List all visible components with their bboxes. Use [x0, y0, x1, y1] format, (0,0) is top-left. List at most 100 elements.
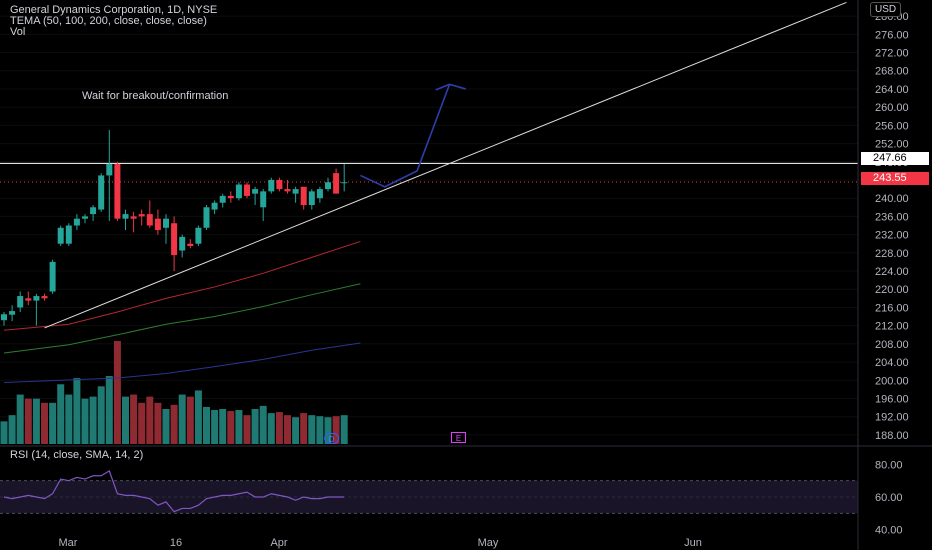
- volume-bar: [340, 415, 348, 444]
- candle-body: [260, 191, 267, 208]
- price-tick-label: 224.00: [875, 266, 909, 278]
- candle-body: [252, 189, 259, 194]
- volume-bar: [65, 394, 73, 444]
- candle-body: [130, 216, 137, 219]
- volume-bar: [251, 408, 259, 444]
- time-tick-label: Apr: [270, 537, 287, 549]
- candle-body: [292, 189, 299, 194]
- candle-body: [1, 314, 7, 321]
- price-tick-label: 272.00: [875, 48, 909, 60]
- volume-bar: [16, 394, 24, 444]
- volume-bar: [41, 402, 48, 444]
- volume-bar: [105, 376, 113, 444]
- volume-bar: [154, 402, 162, 444]
- volume-bar: [235, 410, 243, 444]
- chart-grid: [0, 15, 858, 436]
- candle-body: [333, 173, 340, 194]
- candle-body: [114, 164, 121, 219]
- currency-button[interactable]: USD: [870, 2, 902, 17]
- volume-bar: [138, 402, 146, 444]
- candle-body: [284, 189, 291, 192]
- volume-bar: [219, 408, 227, 444]
- volume-bar: [259, 405, 267, 444]
- volume-bar: [284, 415, 291, 444]
- volume-bar: [211, 410, 219, 444]
- volume-bar: [275, 412, 283, 444]
- time-tick-label: 16: [170, 537, 182, 549]
- tema-indicator-label[interactable]: TEMA (50, 100, 200, close, close, close): [10, 15, 207, 27]
- volume-bar: [162, 408, 170, 444]
- candle-body: [9, 311, 16, 315]
- volume-bar: [89, 396, 97, 444]
- candles: [1, 129, 348, 326]
- candle-body: [57, 227, 64, 244]
- price-tick-label: 216.00: [875, 302, 909, 314]
- candle-body: [187, 243, 194, 246]
- volume-bar: [267, 413, 275, 444]
- drawings: [0, 1, 858, 329]
- candle-body: [138, 214, 145, 217]
- volume-indicator-label[interactable]: Vol: [10, 26, 26, 38]
- price-axis[interactable]: 280.00276.00272.00268.00264.00260.00256.…: [857, 0, 909, 550]
- price-tick-label: 204.00: [875, 357, 909, 369]
- candle-body: [17, 296, 24, 308]
- rsi-tick-label: 40.00: [875, 525, 903, 537]
- price-tick-label: 236.00: [875, 211, 909, 223]
- dividend-marker[interactable]: D: [324, 433, 339, 444]
- earnings-marker[interactable]: E: [451, 432, 466, 443]
- candle-body: [49, 261, 56, 292]
- candle-body: [171, 223, 178, 256]
- candle-body: [316, 189, 323, 199]
- time-tick-label: May: [478, 537, 499, 549]
- volume-bar: [113, 341, 121, 444]
- candle-body: [154, 218, 161, 231]
- volume-bar: [332, 416, 340, 444]
- volume-bars: [0, 341, 348, 444]
- rsi-indicator-label[interactable]: RSI (14, close, SMA, 14, 2): [10, 449, 144, 461]
- volume-bar: [308, 415, 316, 444]
- candle-body: [41, 296, 48, 299]
- price-tick-label: 252.00: [875, 139, 909, 151]
- volume-bar: [292, 417, 300, 444]
- time-axis[interactable]: Mar 16 Apr May Jun: [59, 537, 702, 549]
- price-tick-label: 220.00: [875, 284, 909, 296]
- time-tick-label: Jun: [684, 537, 702, 549]
- volume-bar: [227, 411, 235, 444]
- volume-bar: [0, 421, 8, 444]
- rsi-panel: [0, 445, 932, 514]
- candle-body: [122, 214, 129, 219]
- candle-body: [82, 216, 88, 219]
- candle-body: [276, 179, 283, 190]
- volume-bar: [81, 398, 89, 444]
- candle-body: [227, 195, 234, 199]
- price-tick-label: 200.00: [875, 375, 909, 387]
- candle-body: [300, 186, 307, 206]
- candle-body: [219, 195, 226, 203]
- tema-lines: [3, 240, 361, 384]
- price-tick-label: 228.00: [875, 248, 909, 260]
- trendline: [44, 1, 847, 329]
- rsi-tick-label: 60.00: [875, 492, 903, 504]
- tema-line: [3, 240, 361, 331]
- price-tick-label: 212.00: [875, 321, 909, 333]
- price-tick-label: 268.00: [875, 66, 909, 78]
- price-tick-label: 196.00: [875, 393, 909, 405]
- rsi-line: [3, 469, 345, 513]
- candle-body: [98, 175, 105, 210]
- horizontal-line-price-tag: 247.66: [861, 152, 929, 165]
- price-tick-label: 208.00: [875, 339, 909, 351]
- candle-body: [244, 184, 250, 196]
- price-tick-label: 256.00: [875, 120, 909, 132]
- volume-bar: [146, 396, 154, 444]
- candle-body: [65, 225, 72, 244]
- volume-bar: [316, 416, 324, 444]
- projection-arrowhead: [435, 83, 466, 91]
- candle-body: [341, 182, 348, 184]
- candle-body: [203, 207, 210, 228]
- price-tick-label: 276.00: [875, 29, 909, 41]
- candle-body: [195, 227, 202, 244]
- chart-annotation[interactable]: Wait for breakout/confirmation: [82, 90, 229, 102]
- price-tick-label: 188.00: [875, 430, 909, 442]
- volume-bar: [32, 398, 40, 444]
